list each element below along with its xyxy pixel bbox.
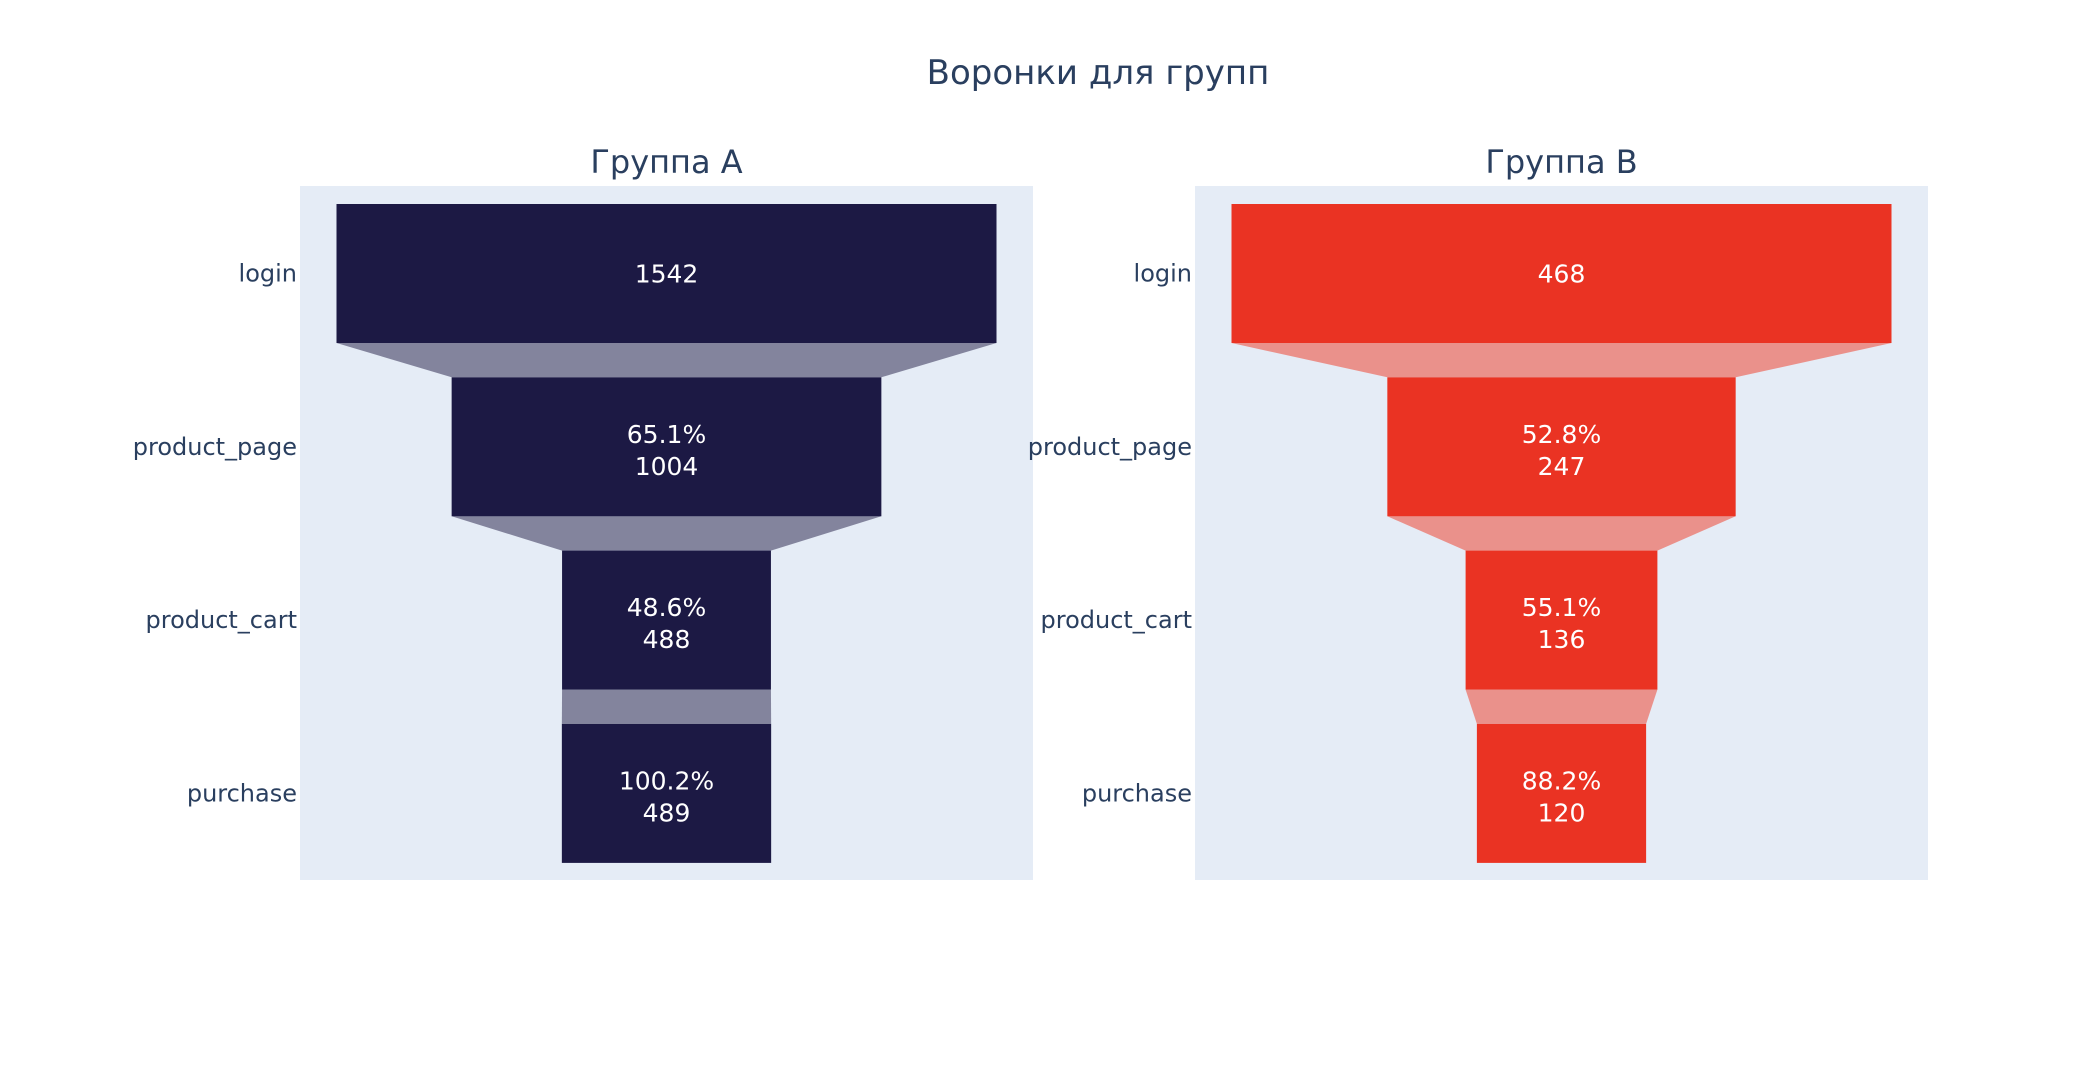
percent-label: 65.1% bbox=[627, 420, 706, 449]
funnel-panels: Группа А login 1542 product_page 65.1% 1004 pr… bbox=[133, 143, 1928, 880]
chart-title: Воронки для групп bbox=[927, 53, 1270, 93]
value-label: 489 bbox=[643, 798, 691, 827]
category-label: purchase bbox=[187, 779, 297, 807]
percent-label: 52.8% bbox=[1522, 420, 1601, 449]
funnel-panel-1: Группа А login 1542 product_page 65.1% 1004 pr… bbox=[133, 143, 1033, 880]
funnel-connector bbox=[336, 343, 997, 378]
funnel-bar-product-page[interactable] bbox=[1387, 377, 1736, 517]
panel-title: Группа А bbox=[590, 143, 742, 181]
value-label: 1542 bbox=[635, 260, 699, 289]
funnel-connector bbox=[451, 516, 882, 551]
funnel-connector bbox=[561, 689, 772, 724]
funnel-bar-login[interactable] bbox=[336, 204, 997, 343]
value-label: 120 bbox=[1538, 798, 1586, 827]
funnel-bar-product-page[interactable] bbox=[451, 377, 882, 517]
funnel-bar-purchase[interactable] bbox=[561, 723, 772, 863]
category-label: purchase bbox=[1082, 779, 1192, 807]
category-label: product_cart bbox=[1041, 606, 1193, 634]
category-label: login bbox=[1134, 260, 1192, 288]
funnel-bar-purchase[interactable] bbox=[1476, 723, 1647, 863]
funnel-connector bbox=[1465, 689, 1658, 724]
category-label: login bbox=[239, 260, 297, 288]
panel-title: Группа B bbox=[1485, 143, 1637, 181]
value-label: 1004 bbox=[635, 452, 699, 481]
value-label: 488 bbox=[643, 625, 691, 654]
value-label: 247 bbox=[1538, 452, 1586, 481]
funnel-bar-product-cart[interactable] bbox=[562, 550, 771, 690]
funnel-connector bbox=[1387, 516, 1736, 551]
category-label: product_page bbox=[133, 433, 297, 461]
category-label: product_cart bbox=[146, 606, 298, 634]
funnel-panel-2: Группа B login 468 product_page 52.8% 247 prod… bbox=[1028, 143, 1928, 880]
value-label: 468 bbox=[1538, 260, 1586, 289]
funnel-bar-product-cart[interactable] bbox=[1465, 550, 1658, 690]
category-label: product_page bbox=[1028, 433, 1192, 461]
funnel-bar-login[interactable] bbox=[1231, 204, 1892, 343]
funnel-connector bbox=[1231, 343, 1892, 378]
percent-label: 88.2% bbox=[1522, 766, 1601, 795]
percent-label: 55.1% bbox=[1522, 593, 1601, 622]
percent-label: 100.2% bbox=[619, 766, 714, 795]
percent-label: 48.6% bbox=[627, 593, 706, 622]
value-label: 136 bbox=[1538, 625, 1586, 654]
